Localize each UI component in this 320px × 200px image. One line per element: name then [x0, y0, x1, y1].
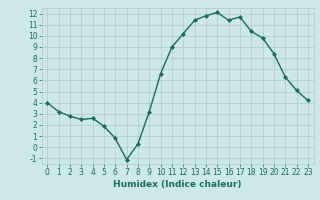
X-axis label: Humidex (Indice chaleur): Humidex (Indice chaleur)	[113, 180, 242, 189]
